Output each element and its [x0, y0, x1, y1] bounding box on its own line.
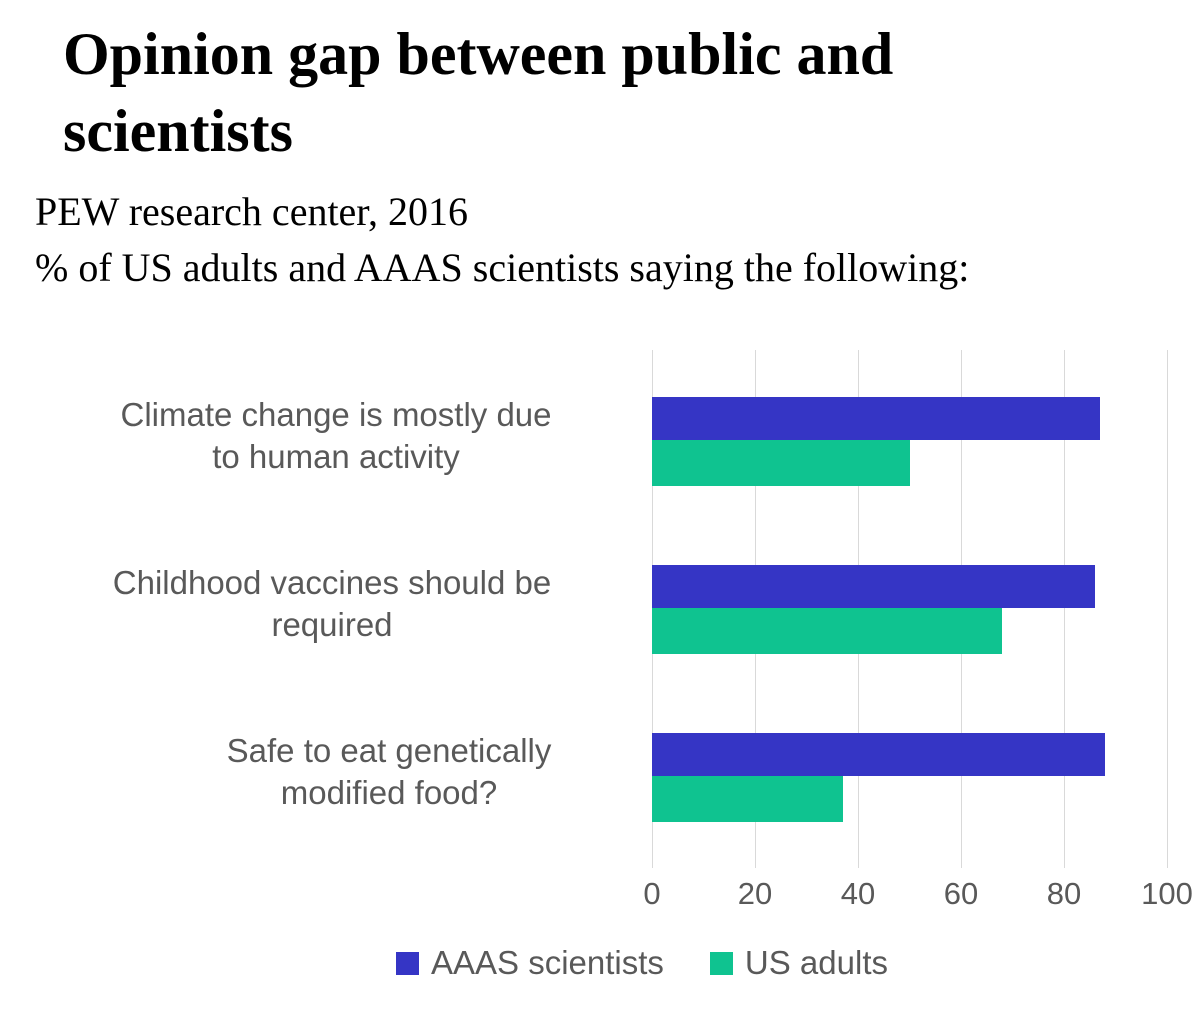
category-label-line: required — [271, 606, 393, 643]
category-label-line: Safe to eat genetically — [226, 732, 552, 769]
category-label-line: Childhood vaccines should be — [112, 564, 552, 601]
x-tick-label-40: 40 — [840, 876, 876, 911]
x-axis-tick-labels: 0 20 40 60 80 100 — [643, 876, 1192, 916]
legend-label: US adults — [744, 944, 888, 981]
bar-aaas-scientists-0 — [652, 397, 1101, 440]
bar-us-adults-0 — [652, 440, 910, 486]
bar-aaas-scientists-2 — [652, 733, 1106, 776]
x-tick-label-80: 80 — [1046, 876, 1082, 911]
bar-chart: Climate change is mostly due to human act… — [0, 350, 1200, 1010]
legend-item-us-adults: US adults — [709, 944, 888, 982]
category-label-2: Safe to eat genetically modified food? — [139, 730, 639, 814]
bar-us-adults-1 — [652, 608, 1003, 654]
x-tick-label-0: 0 — [643, 876, 661, 911]
legend-label: AAAS scientists — [431, 944, 664, 981]
chart-source-line: PEW research center, 2016 — [35, 189, 469, 234]
bar-us-adults-2 — [652, 776, 843, 822]
legend-item-aaas-scientists: AAAS scientists — [396, 944, 664, 982]
x-tick-label-100: 100 — [1141, 876, 1193, 911]
legend-swatch-icon — [396, 951, 419, 975]
chart-title: Opinion gap between public and scientist… — [63, 21, 894, 164]
x-tick-label-20: 20 — [737, 876, 773, 911]
category-label-line: Climate change is mostly due — [120, 396, 552, 433]
legend-swatch-icon — [709, 951, 733, 975]
gridline-100 — [1167, 350, 1168, 868]
x-tick-label-60: 60 — [943, 876, 979, 911]
legend: AAAS scientists US adults — [396, 944, 888, 982]
chart-description-line: % of US adults and AAAS scientists sayin… — [35, 245, 970, 290]
category-label-line: modified food? — [280, 774, 498, 811]
bar-aaas-scientists-1 — [652, 565, 1095, 608]
category-label-0: Climate change is mostly due to human act… — [86, 394, 586, 478]
category-label-line: to human activity — [212, 438, 460, 475]
plot-area — [652, 350, 1168, 868]
gridline-80 — [1064, 350, 1065, 868]
category-label-1: Childhood vaccines should be required — [82, 562, 582, 646]
